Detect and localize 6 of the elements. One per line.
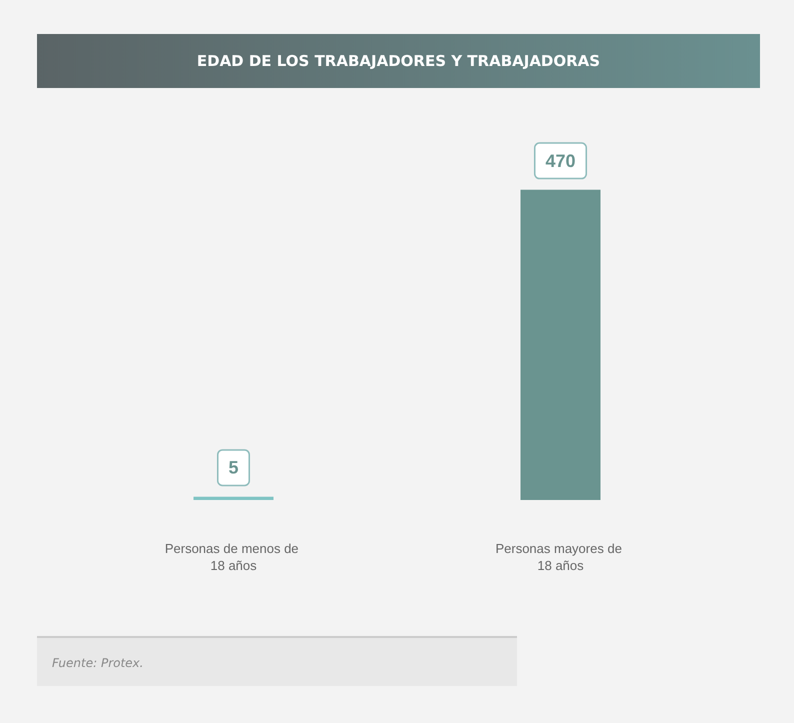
source-note: Fuente: Protex. bbox=[37, 636, 517, 686]
x-tick-label: Personas de menos de 18 años bbox=[164, 541, 302, 573]
data-label: 470 bbox=[545, 150, 576, 171]
chart-title: EDAD DE LOS TRABAJADORES Y TRABAJADORAS bbox=[37, 34, 760, 88]
x-tick-label: Personas mayores de 18 años bbox=[495, 541, 626, 573]
data-label: 5 bbox=[228, 458, 239, 478]
